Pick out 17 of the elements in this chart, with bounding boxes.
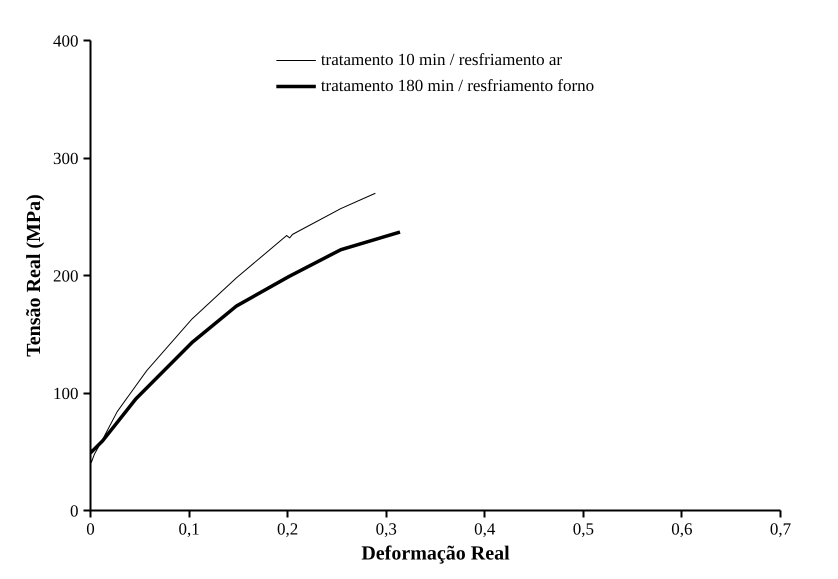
x-tick-label: 0 bbox=[86, 520, 95, 538]
x-axis-title: Deformação Real bbox=[361, 542, 510, 564]
x-tick-label: 0,1 bbox=[178, 520, 200, 538]
x-tick-label: 0,5 bbox=[572, 520, 594, 538]
x-tick-label: 0,2 bbox=[277, 520, 298, 538]
y-tick-label: 100 bbox=[53, 384, 78, 403]
x-tick-label: 0,6 bbox=[671, 520, 693, 538]
y-tick-label: 0 bbox=[70, 502, 78, 520]
y-tick-label: 200 bbox=[53, 266, 78, 286]
y-tick-label: 400 bbox=[53, 32, 78, 50]
x-tick-label: 0,3 bbox=[376, 520, 397, 538]
x-tick-label: 0,7 bbox=[770, 520, 792, 538]
x-tick-label: 0,4 bbox=[474, 520, 496, 538]
y-axis-title: Tensão Real (MPa) bbox=[23, 194, 45, 357]
legend-label: tratamento 10 min / resfriamento ar bbox=[320, 50, 562, 70]
y-tick-label: 300 bbox=[53, 149, 78, 168]
legend-label: tratamento 180 min / resfriamento forno bbox=[320, 76, 594, 96]
